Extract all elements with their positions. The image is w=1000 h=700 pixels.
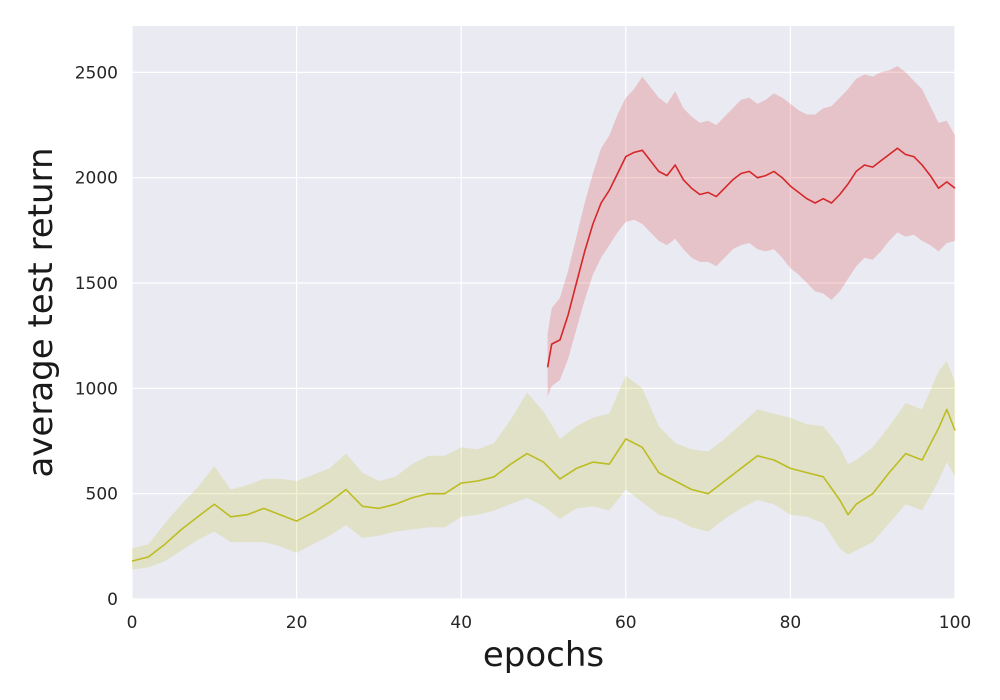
series-1-band <box>132 361 955 570</box>
y-tick-label: 1500 <box>75 274 118 294</box>
series-1-line <box>131 408 956 562</box>
plot-background <box>132 26 955 599</box>
x-tick-label: 20 <box>286 613 308 633</box>
x-tick-label: 100 <box>939 613 971 633</box>
series-lines <box>131 147 956 562</box>
y-tick-label: 500 <box>86 485 118 505</box>
grid <box>131 26 956 600</box>
x-axis-label: epochs <box>483 635 604 675</box>
y-tick-label: 1000 <box>75 379 118 399</box>
x-tick-label: 80 <box>780 613 802 633</box>
y-tick-label: 2000 <box>75 169 118 189</box>
x-tick-label: 0 <box>127 613 138 633</box>
series-2-band <box>547 66 955 397</box>
y-axis-label: average test return <box>21 147 61 477</box>
y-tick-label: 0 <box>107 590 118 610</box>
y-tick-label: 2500 <box>75 63 118 83</box>
series-2-line <box>546 147 956 368</box>
confidence-bands <box>132 66 955 570</box>
x-tick-label: 60 <box>615 613 637 633</box>
x-tick-label: 40 <box>450 613 472 633</box>
